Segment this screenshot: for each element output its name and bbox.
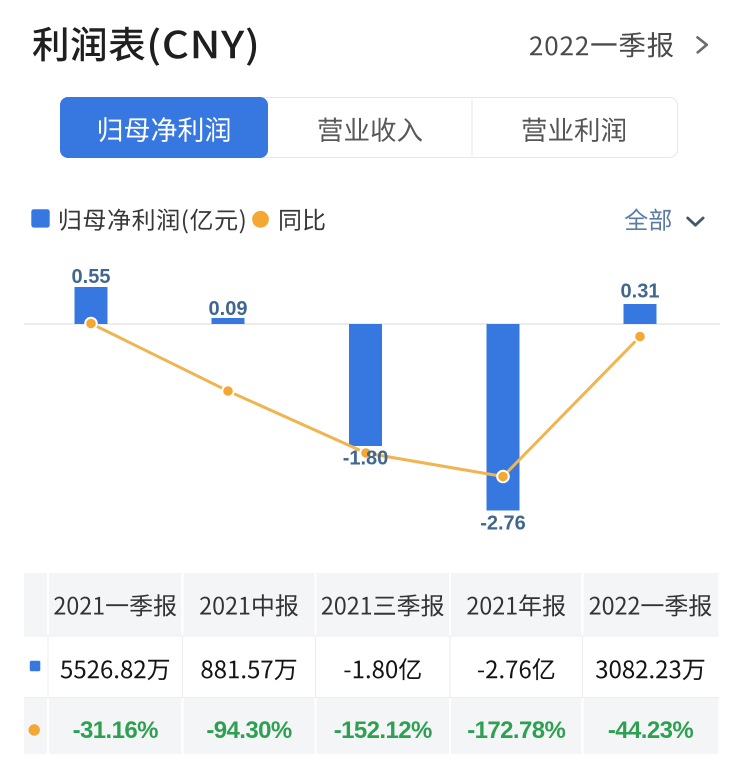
svg-text:-94.30%: -94.30% xyxy=(206,717,291,744)
svg-text:-2.76: -2.76 xyxy=(480,513,526,535)
svg-text:-1.80: -1.80 xyxy=(343,447,389,469)
svg-text:-152.12%: -152.12% xyxy=(334,717,432,744)
svg-text:-44.23%: -44.23% xyxy=(608,717,693,744)
svg-text:-31.16%: -31.16% xyxy=(73,717,158,744)
svg-text:0.09: 0.09 xyxy=(209,298,248,320)
svg-text:0.31: 0.31 xyxy=(621,281,660,303)
svg-text:0.55: 0.55 xyxy=(72,266,111,288)
svg-text:-172.78%: -172.78% xyxy=(467,717,565,744)
